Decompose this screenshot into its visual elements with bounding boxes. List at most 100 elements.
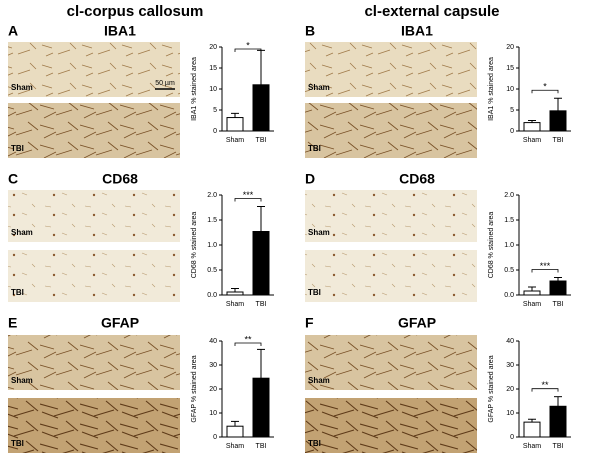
- y-tick-label: 5: [213, 107, 217, 114]
- bar: [226, 425, 244, 438]
- bar: [523, 421, 541, 438]
- image-label: Sham: [11, 376, 33, 385]
- y-axis-label: GFAP % stained area: [191, 355, 198, 422]
- x-tick-label: TBI: [256, 301, 267, 308]
- significance-label: *: [543, 82, 547, 92]
- bar: [523, 122, 541, 132]
- bar: [226, 117, 244, 132]
- y-axis-label: CD68 % stained area: [191, 212, 198, 279]
- y-tick-label: 0: [213, 434, 217, 441]
- significance-label: ***: [540, 261, 551, 271]
- image-label: Sham: [11, 83, 33, 92]
- micrograph: [305, 103, 477, 158]
- micrograph: [305, 250, 477, 302]
- stain-title: IBA1: [401, 23, 433, 39]
- y-tick-label: 15: [209, 65, 217, 72]
- micrograph: [8, 42, 180, 97]
- stain-title: CD68: [102, 171, 138, 187]
- y-tick-label: 10: [506, 410, 514, 417]
- image-label: TBI: [308, 144, 321, 153]
- x-tick-label: Sham: [226, 301, 244, 308]
- bar: [252, 231, 270, 296]
- significance-label: ***: [243, 190, 254, 200]
- y-tick-label: 10: [209, 410, 217, 417]
- x-tick-label: Sham: [226, 443, 244, 450]
- x-tick-label: TBI: [256, 137, 267, 144]
- x-tick-label: TBI: [553, 137, 564, 144]
- significance-bracket: [234, 198, 262, 202]
- bar: [523, 290, 541, 296]
- stain-title: CD68: [399, 171, 435, 187]
- significance-bracket: [531, 89, 559, 94]
- y-tick-label: 20: [209, 44, 217, 51]
- x-tick-label: TBI: [553, 301, 564, 308]
- panel-letter: A: [8, 23, 18, 39]
- panel-letter: F: [305, 315, 314, 331]
- y-tick-label: 2.0: [207, 192, 217, 199]
- significance-bracket: [234, 342, 262, 346]
- y-tick-label: 0.0: [207, 292, 217, 299]
- panel-letter: E: [8, 315, 17, 331]
- y-tick-label: 1.0: [207, 242, 217, 249]
- significance-label: **: [244, 334, 252, 344]
- image-label: TBI: [11, 144, 24, 153]
- y-tick-label: 0.5: [504, 267, 514, 274]
- image-label: TBI: [308, 439, 321, 448]
- y-tick-label: 0: [510, 434, 514, 441]
- image-label: TBI: [11, 288, 24, 297]
- x-tick-label: Sham: [523, 301, 541, 308]
- image-label: Sham: [308, 83, 330, 92]
- y-tick-label: 0: [213, 128, 217, 135]
- panel-letter: D: [305, 171, 315, 187]
- x-tick-label: Sham: [523, 137, 541, 144]
- significance-bracket: [531, 269, 559, 273]
- significance-bracket: [531, 388, 559, 392]
- significance-label: **: [541, 380, 549, 390]
- stain-title: GFAP: [101, 315, 139, 331]
- image-label: Sham: [308, 228, 330, 237]
- image-label: Sham: [11, 228, 33, 237]
- y-tick-label: 0.5: [207, 267, 217, 274]
- x-tick-label: TBI: [553, 443, 564, 450]
- y-tick-label: 10: [209, 86, 217, 93]
- image-label: TBI: [11, 439, 24, 448]
- micrograph: [305, 190, 477, 242]
- micrograph: [8, 103, 180, 158]
- significance-bracket: [234, 48, 262, 52]
- y-tick-label: 40: [506, 338, 514, 345]
- y-tick-label: 20: [506, 386, 514, 393]
- image-label: Sham: [308, 376, 330, 385]
- bar: [549, 110, 567, 132]
- bar: [549, 405, 567, 438]
- y-tick-label: 20: [506, 44, 514, 51]
- x-tick-label: Sham: [523, 443, 541, 450]
- y-tick-label: 0.0: [504, 292, 514, 299]
- x-tick-label: Sham: [226, 137, 244, 144]
- panel-letter: B: [305, 23, 315, 39]
- y-tick-label: 20: [209, 386, 217, 393]
- column-title: cl-corpus callosum: [67, 3, 204, 20]
- micrograph: [8, 335, 180, 390]
- micrograph: [8, 398, 180, 453]
- scale-bar-label: 50 µm: [155, 80, 175, 87]
- stain-title: IBA1: [104, 23, 136, 39]
- stain-title: GFAP: [398, 315, 436, 331]
- y-tick-label: 30: [209, 362, 217, 369]
- panel-letter: C: [8, 171, 18, 187]
- y-axis-label: IBA1 % stained area: [488, 57, 495, 121]
- significance-label: *: [246, 40, 250, 50]
- y-tick-label: 0: [510, 128, 514, 135]
- y-tick-label: 15: [506, 65, 514, 72]
- y-tick-label: 1.5: [207, 217, 217, 224]
- micrograph: [8, 250, 180, 302]
- bar: [226, 291, 244, 296]
- y-axis-label: GFAP % stained area: [488, 355, 495, 422]
- x-tick-label: TBI: [256, 443, 267, 450]
- image-label: TBI: [308, 288, 321, 297]
- y-tick-label: 1.5: [504, 217, 514, 224]
- micrograph: [305, 42, 477, 97]
- y-tick-label: 5: [510, 107, 514, 114]
- y-tick-label: 2.0: [504, 192, 514, 199]
- y-tick-label: 40: [209, 338, 217, 345]
